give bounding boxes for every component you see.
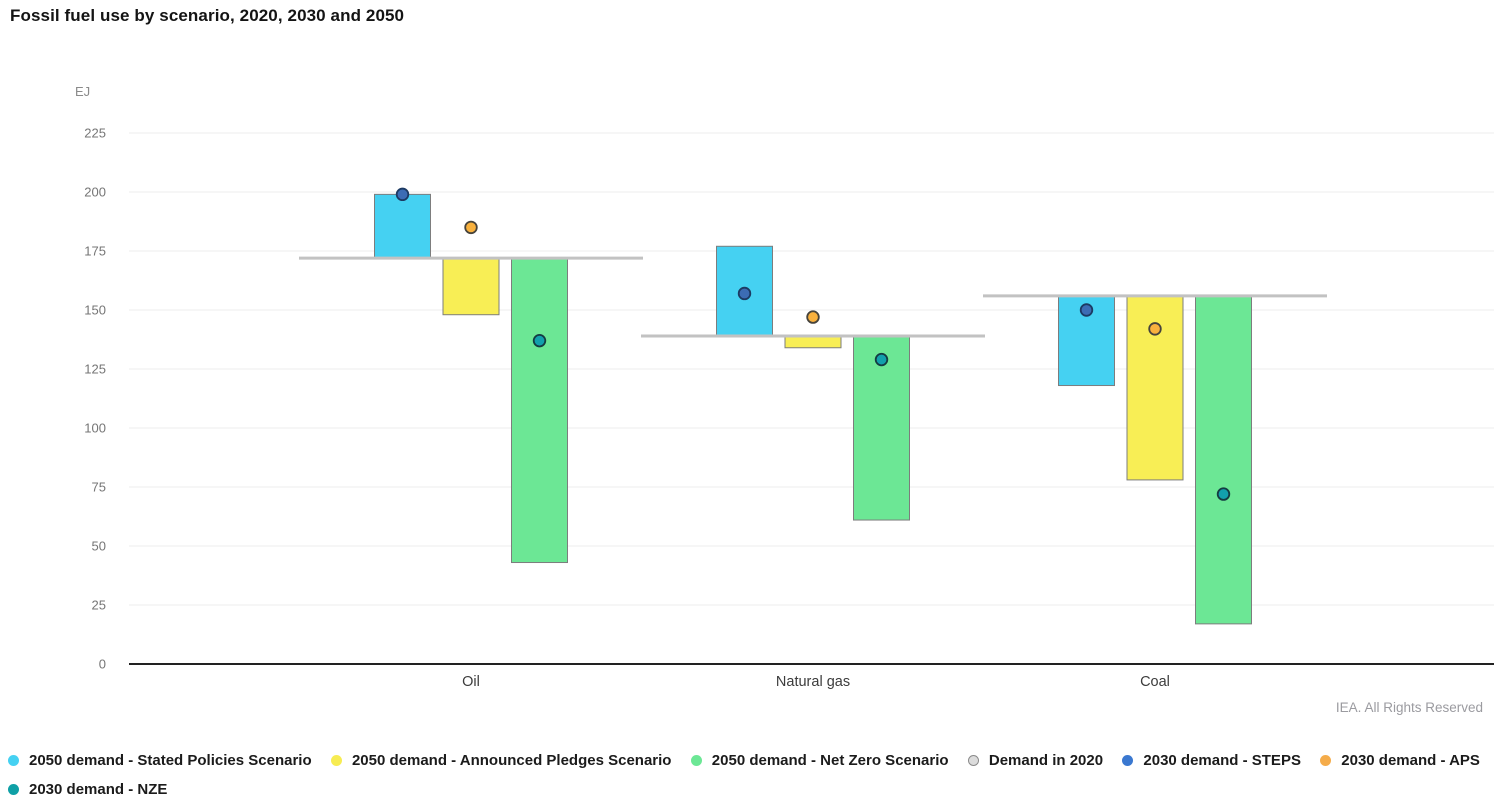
dot-coal[interactable] xyxy=(1148,322,1162,336)
legend-marker-2050-demand-announced-pledges-scenario xyxy=(330,755,342,766)
bar-natural-gas[interactable] xyxy=(784,335,842,349)
dot-coal[interactable] xyxy=(1079,303,1094,317)
dot-oil[interactable] xyxy=(395,187,410,202)
legend-label: 2050 demand - Announced Pledges Scenario xyxy=(351,752,672,769)
dot-natural-gas[interactable] xyxy=(874,352,889,367)
legend-label: 2050 demand - Net Zero Scenario xyxy=(711,752,949,769)
legend-marker-2030-demand-steps xyxy=(1122,755,1134,766)
legend-label: 2030 demand - NZE xyxy=(29,781,168,798)
y-axis-tick-label: 150 xyxy=(84,303,106,318)
legend-item-2030-demand-nze[interactable]: 2030 demand - NZE xyxy=(8,781,167,798)
legend-marker-demand-in-2020 xyxy=(967,755,979,766)
y-axis-tick-label: 50 xyxy=(92,539,106,554)
legend-marker-2030-demand-aps xyxy=(1320,755,1332,766)
legend-label: Demand in 2020 xyxy=(988,752,1104,769)
y-axis-tick-label: 0 xyxy=(99,657,106,672)
legend-item-2050-demand-net-zero-scenario[interactable]: 2050 demand - Net Zero Scenario xyxy=(690,752,949,769)
legend-marker-2030-demand-nze xyxy=(8,784,19,795)
y-axis-tick-label: 175 xyxy=(84,244,106,259)
y-axis-unit-label: EJ xyxy=(75,84,91,99)
y-axis-tick-label: 100 xyxy=(84,421,106,436)
legend-item-2030-demand-aps[interactable]: 2030 demand - APS xyxy=(1320,752,1480,769)
bar-coal[interactable] xyxy=(1195,295,1252,625)
x-axis-label-oil: Oil xyxy=(462,674,480,690)
x-axis-label-coal: Coal xyxy=(1140,674,1170,690)
bar-oil[interactable] xyxy=(442,257,500,316)
y-axis-tick-label: 200 xyxy=(84,185,106,200)
bar-oil[interactable] xyxy=(511,257,568,564)
y-axis-tick-label: 125 xyxy=(84,362,106,377)
dot-coal[interactable] xyxy=(1216,487,1231,501)
chart-title: Fossil fuel use by scenario, 2020, 2030 … xyxy=(10,6,405,25)
dot-oil[interactable] xyxy=(532,333,547,348)
dot-natural-gas[interactable] xyxy=(737,286,752,301)
y-axis-tick-label: 225 xyxy=(84,126,106,141)
legend-item-demand-in-2020[interactable]: Demand in 2020 xyxy=(967,752,1104,769)
copyright-notice: IEA. All Rights Reserved xyxy=(1335,700,1483,715)
legend-item-2050-demand-announced-pledges-scenario[interactable]: 2050 demand - Announced Pledges Scenario xyxy=(330,752,672,769)
y-axis-tick-label: 75 xyxy=(92,480,106,495)
legend-row-2: 2030 demand - NZE xyxy=(8,781,1480,798)
bar-natural-gas[interactable] xyxy=(853,335,910,521)
legend-item-2050-demand-stated-policies-scenario[interactable]: 2050 demand - Stated Policies Scenario xyxy=(8,752,312,769)
chart-canvas: 0 25 50 75 100 125 150 175 200 225 xyxy=(84,126,1494,672)
x-axis-label-natural-gas: Natural gas xyxy=(775,674,851,690)
y-axis-tick-label: 25 xyxy=(92,598,106,613)
legend-marker-2050-demand-stated-policies-scenario xyxy=(8,755,19,766)
bar-oil[interactable] xyxy=(374,193,431,259)
legend-label: 2050 demand - Stated Policies Scenario xyxy=(29,752,312,769)
legend-row-1: 2050 demand - Stated Policies Scenario 20… xyxy=(8,752,1480,769)
dot-natural-gas[interactable] xyxy=(806,310,820,324)
legend-item-2030-demand-steps[interactable]: 2030 demand - STEPS xyxy=(1122,752,1301,769)
dot-oil[interactable] xyxy=(464,220,478,235)
legend-label: 2030 demand - APS xyxy=(1341,752,1480,769)
legend-marker-2050-demand-net-zero-scenario xyxy=(690,755,702,766)
legend-label: 2030 demand - STEPS xyxy=(1143,752,1301,769)
